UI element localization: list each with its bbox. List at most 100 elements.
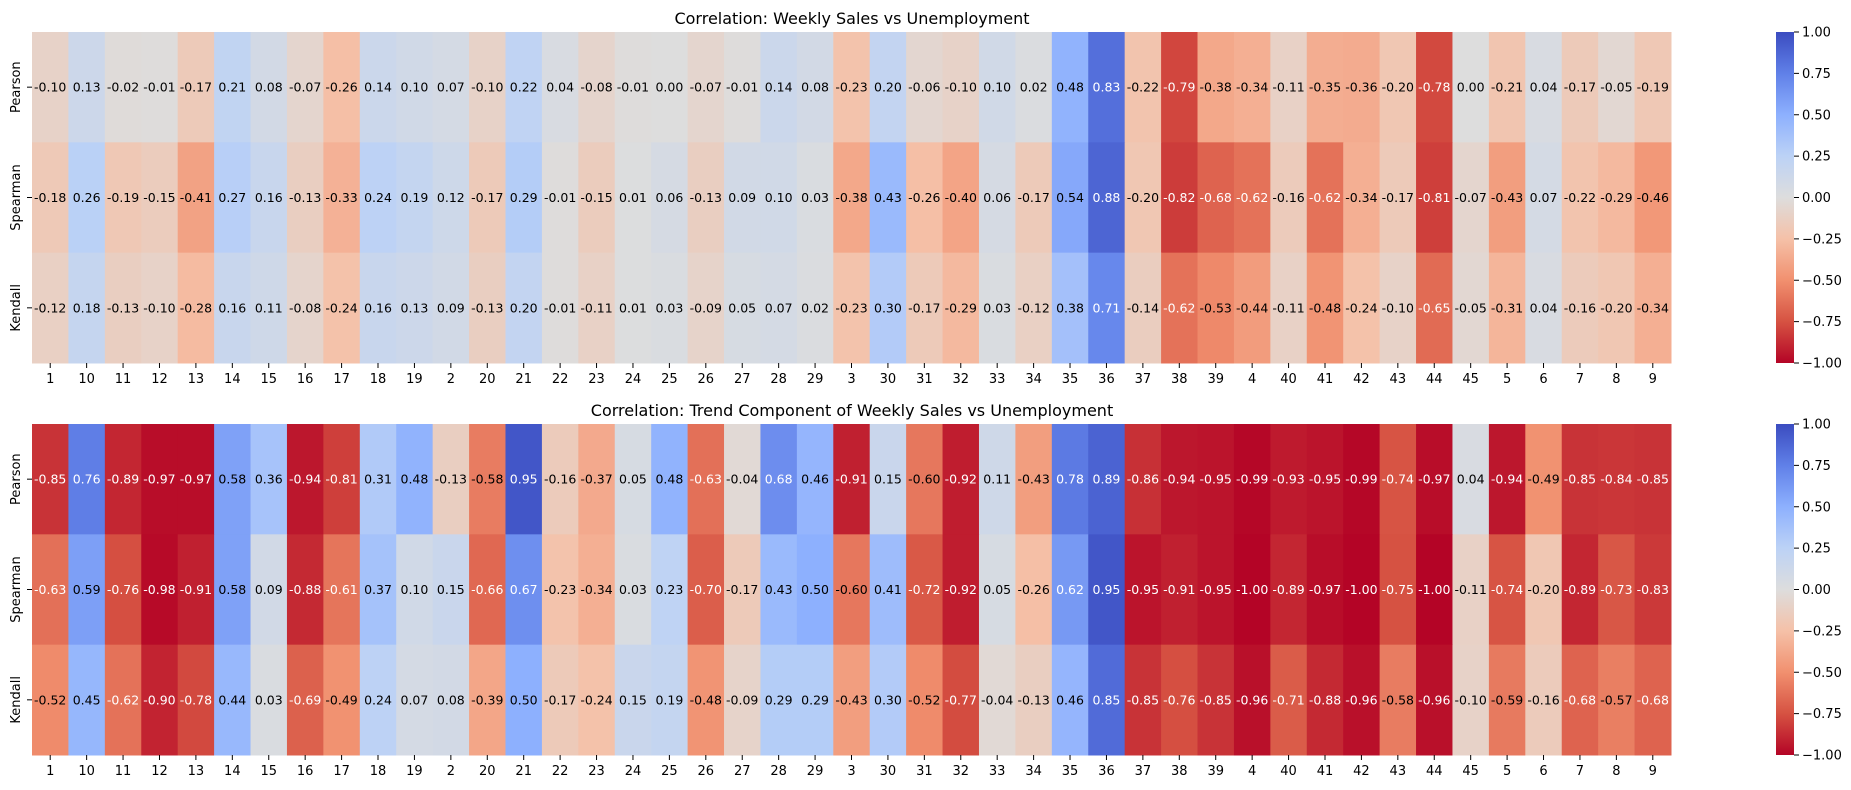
- heatmap-cell: [1525, 644, 1563, 756]
- colorbar: 1.00 0.75 0.50 0.25 0.00 −0.25 −0.50 −0.75 −1.00: [1776, 26, 1842, 372]
- heatmap-cell: [1452, 424, 1490, 535]
- cell-value-label: 0.07: [437, 80, 465, 95]
- heatmap-cell: [1488, 32, 1526, 143]
- col-label: 44: [1426, 372, 1443, 387]
- col-label: 26: [698, 372, 715, 387]
- heatmap-cell: [359, 424, 397, 535]
- colorbar-tick-label: 0.00: [1802, 583, 1831, 598]
- cell-value-label: -0.35: [1309, 80, 1341, 95]
- col-label: 30: [880, 764, 897, 779]
- cell-value-label: 0.07: [765, 300, 793, 315]
- heatmap-cell: [578, 424, 616, 535]
- col-label: 4: [1248, 764, 1256, 779]
- heatmap-cell: [323, 534, 361, 646]
- heatmap-cell: [651, 32, 689, 143]
- cell-value-label: -0.05: [1455, 300, 1487, 315]
- cell-value-label: -0.78: [180, 692, 212, 707]
- cell-value-label: -0.17: [1017, 190, 1049, 205]
- heatmap-cell: [1379, 534, 1417, 646]
- col-label: 2: [447, 372, 455, 387]
- heatmap-cell: [1270, 534, 1308, 646]
- heatmap-cell: [432, 142, 470, 254]
- heatmap-cell: [432, 534, 470, 646]
- col-label: 14: [224, 372, 241, 387]
- cell-value-label: -0.34: [1345, 190, 1377, 205]
- cell-value-label: 0.30: [874, 300, 902, 315]
- heatmap-cell: [869, 644, 907, 756]
- cell-value-label: 0.31: [364, 472, 392, 487]
- heatmap-cell: [214, 644, 252, 756]
- cell-value-label: -0.17: [1564, 80, 1596, 95]
- heatmap-cell: [942, 142, 980, 254]
- cell-value-label: -0.81: [1418, 190, 1450, 205]
- cell-value-label: 0.23: [655, 582, 683, 597]
- cell-value-label: 0.50: [510, 692, 538, 707]
- cell-value-label: 0.15: [874, 472, 902, 487]
- heatmap-cell: [978, 252, 1016, 364]
- heatmap-cell: [250, 32, 288, 143]
- heatmap-cell: [833, 252, 871, 364]
- heatmap-cell: [1233, 32, 1271, 143]
- cell-value-label: -0.61: [325, 582, 357, 597]
- col-label: 30: [880, 372, 897, 387]
- cell-value-label: 0.46: [1056, 692, 1084, 707]
- cell-value-label: -0.68: [1200, 190, 1232, 205]
- col-label: 39: [1207, 764, 1224, 779]
- cell-value-label: 0.08: [801, 80, 829, 95]
- cell-value-label: -0.73: [1600, 582, 1632, 597]
- cell-value-label: 0.07: [401, 692, 429, 707]
- cell-value-label: 0.03: [983, 300, 1011, 315]
- cell-value-label: -0.13: [107, 300, 139, 315]
- heatmap-cell: [1197, 534, 1235, 646]
- heatmap-cell: [1051, 142, 1089, 254]
- cell-value-label: -0.75: [1382, 582, 1414, 597]
- heatmap-cell: [578, 534, 616, 646]
- cell-value-label: -0.97: [1418, 472, 1450, 487]
- cell-value-label: -0.10: [471, 80, 503, 95]
- col-label: 40: [1280, 764, 1297, 779]
- heatmap-cell: [796, 534, 834, 646]
- col-label: 7: [1576, 372, 1584, 387]
- col-label: 39: [1207, 372, 1224, 387]
- heatmap-cell: [1161, 534, 1199, 646]
- cell-value-label: -1.00: [1418, 582, 1450, 597]
- heatmap-cell: [104, 252, 142, 364]
- heatmap-cell: [1379, 252, 1417, 364]
- heatmap-cell: [32, 424, 69, 535]
- cell-value-label: -0.08: [289, 300, 321, 315]
- cell-value-label: -0.62: [1236, 190, 1268, 205]
- cell-value-label: 0.10: [983, 80, 1011, 95]
- heatmap-cell: [286, 32, 324, 143]
- chart-title: Correlation: Trend Component of Weekly S…: [591, 401, 1113, 420]
- col-label: 41: [1317, 372, 1334, 387]
- colorbar-tick-label: −0.25: [1802, 624, 1842, 639]
- heatmap-cell: [1124, 644, 1162, 756]
- heatmap-cell: [32, 32, 69, 143]
- heatmap-cell: [286, 424, 324, 535]
- cell-value-label: -0.16: [1527, 692, 1559, 707]
- heatmap-cell: [760, 644, 798, 756]
- cell-value-label: -0.15: [580, 190, 612, 205]
- col-label: 24: [625, 372, 642, 387]
- heatmap-cell: [796, 424, 834, 535]
- cell-value-label: 0.02: [1020, 80, 1048, 95]
- heatmap-cell: [250, 644, 288, 756]
- heatmap-cell: [396, 142, 434, 254]
- heatmap-cell: [614, 534, 652, 646]
- cell-value-label: -0.28: [180, 300, 212, 315]
- col-label: 27: [734, 372, 751, 387]
- cell-value-label: -0.78: [1418, 80, 1450, 95]
- colorbar-tick-label: −0.75: [1802, 315, 1842, 330]
- cell-value-label: -0.38: [835, 190, 867, 205]
- cell-value-label: -0.29: [945, 300, 977, 315]
- colorbar: 1.00 0.75 0.50 0.25 0.00 −0.25 −0.50 −0.75 −1.00: [1776, 418, 1842, 764]
- cell-value-label: 0.37: [364, 582, 392, 597]
- heatmap-cell: [1634, 32, 1672, 143]
- cell-value-label: -0.79: [1163, 80, 1195, 95]
- heatmap-cell: [578, 142, 616, 254]
- heatmap-cell: [1634, 644, 1672, 756]
- col-label: 19: [406, 372, 423, 387]
- heatmap-cell: [286, 534, 324, 646]
- heatmap-cell: [1197, 142, 1235, 254]
- cell-value-label: 0.50: [801, 582, 829, 597]
